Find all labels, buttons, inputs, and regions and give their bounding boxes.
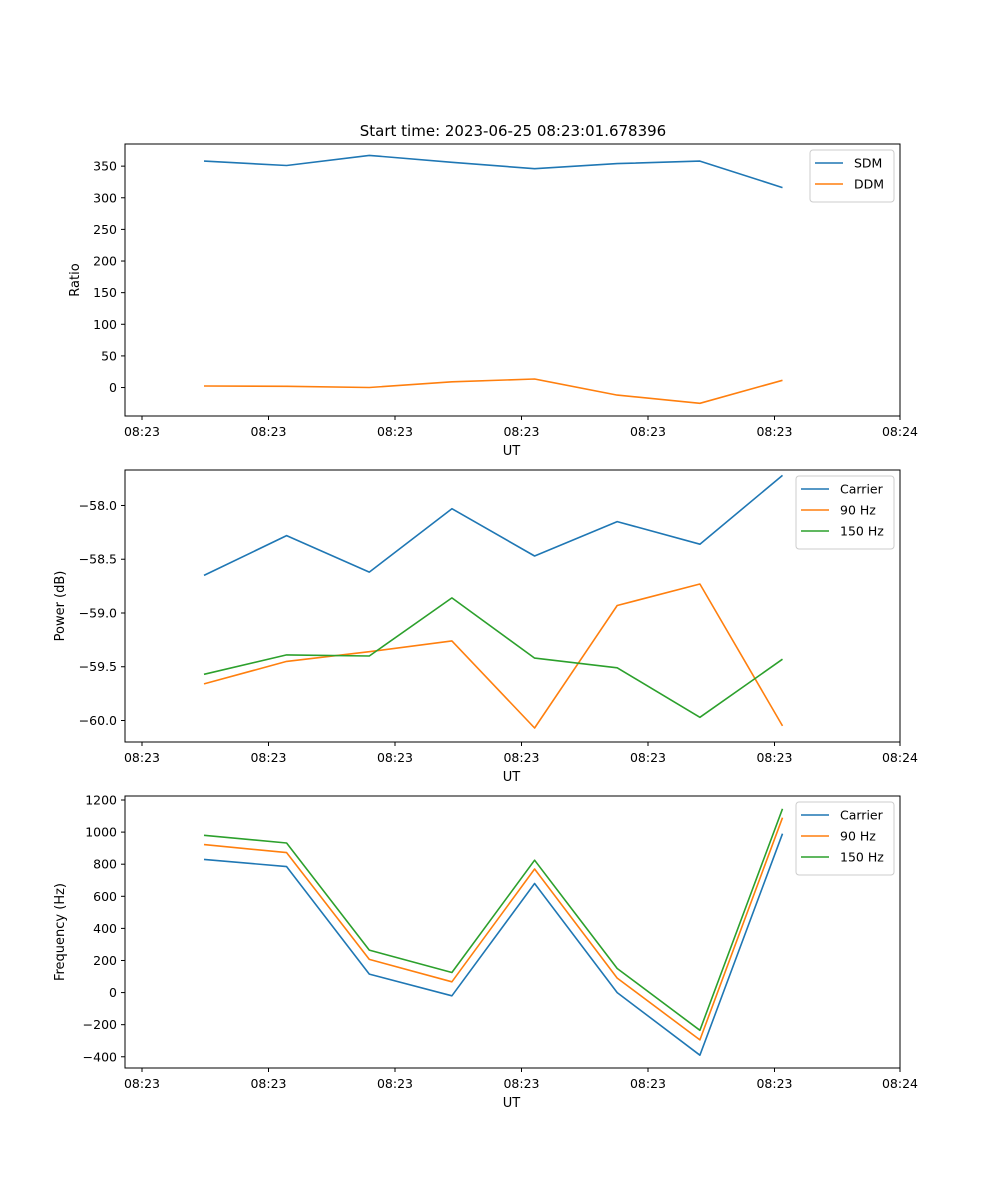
x-tick-label: 08:23 [124,750,160,765]
x-tick-label: 08:23 [630,424,666,439]
x-axis-label: UT [503,444,521,459]
y-tick-label: 1000 [85,825,117,840]
axes-frame [124,469,901,743]
chart-panel-1: 08:23 08:23 08:23 08:23 08:23 08:23 08:24 0 50 10… [68,143,918,459]
y-tick-label: 250 [93,222,117,237]
x-tick-label: 08:23 [630,750,666,765]
x-tick-label: 08:23 [756,1076,792,1091]
x-tick-label: 08:23 [503,1076,539,1091]
x-axis-label: UT [503,1096,521,1111]
legend: Carrier 90 Hz 150 Hz [795,801,895,876]
x-tick-label: 08:23 [756,750,792,765]
chart-panel-2: 08:23 08:23 08:23 08:23 08:23 08:23 08:24 −60.0… [53,469,918,785]
series-line-90-hz [203,583,784,729]
y-tick-label: 50 [101,348,117,363]
y-tick-label: 800 [93,857,117,872]
y-tick-label: 300 [93,190,117,205]
y-tick-label: 200 [93,254,117,269]
y-tick-label: 0 [109,985,117,1000]
legend-label: 90 Hz [840,829,876,844]
y-tick-label: 1200 [85,793,117,808]
series-line-90-hz [203,817,784,1041]
y-tick-label: 350 [93,159,117,174]
y-tick-label: 200 [93,953,117,968]
legend-label: 150 Hz [840,524,884,539]
x-tick-label: 08:23 [250,1076,286,1091]
y-tick-label: −60.0 [79,713,117,728]
y-tick-label: 150 [93,285,117,300]
x-tick-label: 08:23 [124,424,160,439]
y-axis-label: Frequency (Hz) [53,883,68,981]
legend-label: SDM [854,156,882,171]
x-tick-label: 08:23 [756,424,792,439]
series-line-150-hz [203,808,784,1032]
figure-title: Start time: 2023-06-25 08:23:01.678396 [360,122,666,140]
y-tick-label: −59.5 [79,659,117,674]
series-line-carrier [203,833,784,1056]
x-tick-label: 08:23 [630,1076,666,1091]
series-line-sdm [203,154,783,189]
y-tick-label: 600 [93,889,117,904]
legend: SDM DDM [809,149,895,203]
legend-label: 150 Hz [840,850,884,865]
y-tick-label: 0 [109,380,117,395]
axes-frame [124,795,901,1069]
chart-panel-3: 08:23 08:23 08:23 08:23 08:23 08:23 08:24 −400 −… [53,793,918,1111]
legend-label: DDM [854,177,884,192]
x-tick-label: 08:24 [882,1076,918,1091]
y-tick-label: 400 [93,921,117,936]
y-axis-label: Ratio [68,263,83,296]
x-tick-label: 08:23 [124,1076,160,1091]
y-tick-label: 100 [93,317,117,332]
x-tick-label: 08:23 [503,424,539,439]
x-tick-label: 08:23 [377,1076,413,1091]
x-tick-label: 08:24 [882,750,918,765]
x-tick-label: 08:24 [882,424,918,439]
y-tick-label: −59.0 [79,605,117,620]
x-tick-label: 08:23 [250,424,286,439]
axes-frame [124,143,901,417]
x-axis-label: UT [503,770,521,785]
y-tick-label: −400 [83,1049,117,1064]
y-tick-label: −58.5 [79,552,117,567]
legend-label: 90 Hz [840,503,876,518]
y-tick-label: −58.0 [79,498,117,513]
series-line-carrier [203,474,784,577]
x-tick-label: 08:23 [377,424,413,439]
series-line-ddm [203,378,783,405]
x-tick-label: 08:23 [250,750,286,765]
y-axis-label: Power (dB) [53,571,68,642]
legend-label: Carrier [840,808,884,823]
series-line-150-hz [203,597,783,719]
x-tick-label: 08:23 [377,750,413,765]
y-tick-label: −200 [83,1017,117,1032]
legend-label: Carrier [840,482,884,497]
legend: Carrier 90 Hz 150 Hz [795,475,895,550]
x-tick-label: 08:23 [503,750,539,765]
